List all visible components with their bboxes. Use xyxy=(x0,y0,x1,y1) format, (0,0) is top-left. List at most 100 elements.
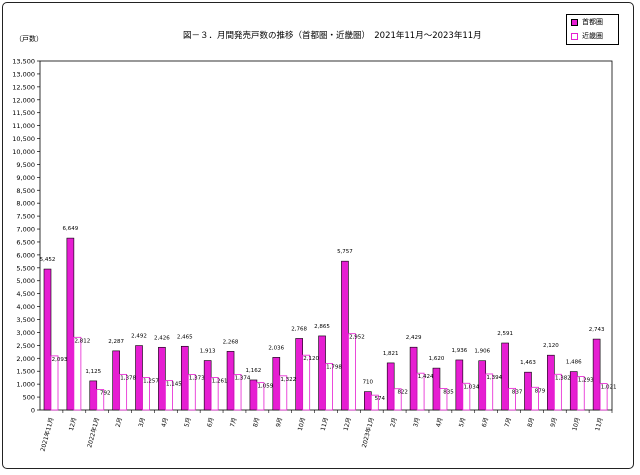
bar-shutoken xyxy=(43,268,52,411)
x-category-label: 2022年1月 xyxy=(85,416,101,448)
legend-item-shutoken: 首都圏 xyxy=(567,15,618,29)
bar-shutoken xyxy=(547,354,555,411)
legend: 首都圏 近畿圏 xyxy=(566,14,619,45)
x-category-label: 5月 xyxy=(183,417,192,428)
data-label-kinki: 1,394 xyxy=(486,375,502,381)
bar-shutoken xyxy=(249,379,258,411)
data-label-shutoken: 1,936 xyxy=(451,348,467,354)
y-tick-label: 1,500 xyxy=(16,368,35,376)
data-label-shutoken: 2,865 xyxy=(314,324,330,330)
bar-shutoken xyxy=(455,359,464,411)
y-tick-label: 2,500 xyxy=(16,342,35,350)
data-label-kinki: 1,021 xyxy=(601,385,617,391)
bar-shutoken xyxy=(158,346,166,411)
data-label-kinki: 1,034 xyxy=(463,384,479,390)
x-category-label: 3月 xyxy=(138,417,147,428)
y-tick-label: 7,000 xyxy=(16,226,35,234)
y-tick-label: 2,000 xyxy=(16,355,35,363)
x-category-label: 8月 xyxy=(527,417,536,428)
y-tick-label: 9,000 xyxy=(16,174,35,182)
bar-shutoken xyxy=(295,338,303,411)
data-label-shutoken: 2,465 xyxy=(177,334,193,340)
data-label-kinki: 1,145 xyxy=(166,381,182,387)
y-tick-label: 12,000 xyxy=(12,96,35,104)
data-label-shutoken: 5,757 xyxy=(337,249,353,255)
bar-kinki xyxy=(325,363,333,411)
bar-shutoken xyxy=(592,338,601,411)
data-label-kinki: 1,382 xyxy=(555,375,571,381)
x-category-label: 6月 xyxy=(481,417,490,428)
data-label-kinki: 1,293 xyxy=(578,378,594,384)
bar-kinki xyxy=(119,373,128,411)
data-label-kinki: 2,952 xyxy=(349,335,365,341)
bar-kinki xyxy=(416,372,425,411)
data-label-shutoken: 6,649 xyxy=(63,226,79,232)
data-label-shutoken: 1,463 xyxy=(520,360,536,366)
bar-shutoken xyxy=(501,342,509,411)
data-label-kinki: 1,059 xyxy=(258,384,274,390)
bar-shutoken xyxy=(386,362,395,411)
y-tick-label: 10,500 xyxy=(12,135,35,143)
bar-shutoken xyxy=(341,260,349,411)
data-label-kinki: 835 xyxy=(443,389,454,395)
y-tick-label: 6,500 xyxy=(16,238,35,246)
chart-title: 図－３．月間発売戸数の推移（首都圏・近畿圏） 2021年11月～2023年11月 xyxy=(183,31,482,41)
bar-kinki xyxy=(302,354,311,411)
x-category-label: 2021年11月 xyxy=(39,416,56,452)
x-category-label: 5月 xyxy=(458,417,467,428)
data-label-shutoken: 5,452 xyxy=(40,257,56,263)
data-label-shutoken: 1,906 xyxy=(474,349,490,355)
x-category-label: 4月 xyxy=(160,417,169,428)
data-label-shutoken: 2,591 xyxy=(497,331,513,337)
bar-shutoken xyxy=(432,367,441,411)
legend-item-kinki: 近畿圏 xyxy=(567,29,618,43)
y-tick-label: 11,000 xyxy=(12,122,35,130)
y-tick-label: 5,000 xyxy=(16,277,35,285)
x-category-label: 12月 xyxy=(68,417,78,432)
y-tick-label: 9,500 xyxy=(16,161,35,169)
bar-kinki xyxy=(256,382,265,411)
data-label-kinki: 822 xyxy=(397,390,408,396)
y-tick-label: 5,500 xyxy=(16,264,35,272)
bar-shutoken xyxy=(569,371,578,411)
data-label-shutoken: 2,268 xyxy=(223,339,239,345)
y-tick-label: 3,000 xyxy=(16,329,35,337)
bar-kinki xyxy=(531,386,539,411)
data-label-kinki: 792 xyxy=(100,391,111,397)
bar-kinki xyxy=(599,383,608,411)
data-label-shutoken: 1,821 xyxy=(383,351,399,357)
legend-swatch-kinki xyxy=(571,32,578,40)
data-label-kinki: 1,798 xyxy=(326,365,342,371)
data-label-shutoken: 2,036 xyxy=(268,345,284,351)
x-category-label: 9月 xyxy=(549,417,558,428)
bar-kinki xyxy=(50,355,59,411)
y-tick-label: 13,000 xyxy=(12,70,35,78)
bar-shutoken xyxy=(226,351,235,411)
data-label-shutoken: 2,492 xyxy=(131,334,147,340)
bar-kinki xyxy=(73,336,82,411)
data-label-shutoken: 1,620 xyxy=(429,356,445,362)
y-tick-label: 12,500 xyxy=(12,83,35,91)
bar-shutoken xyxy=(66,237,75,411)
data-label-kinki: 1,322 xyxy=(280,377,296,383)
bar-shutoken xyxy=(524,371,532,411)
bar-kinki xyxy=(576,376,585,411)
data-label-shutoken: 2,120 xyxy=(543,343,559,349)
bar-shutoken xyxy=(409,346,418,411)
y-tick-label: 0 xyxy=(31,407,35,415)
bar-kinki xyxy=(210,377,219,411)
bar-shutoken xyxy=(180,345,189,411)
y-tick-label: 4,500 xyxy=(16,290,35,298)
bar-kinki xyxy=(233,374,242,411)
bar-kinki xyxy=(279,375,288,411)
bar-shutoken xyxy=(364,391,372,411)
x-category-label: 7月 xyxy=(229,417,238,428)
y-tick-label: 13,500 xyxy=(12,58,35,66)
bar-kinki xyxy=(348,333,356,411)
x-category-label: 10月 xyxy=(571,417,581,432)
data-label-kinki: 2,093 xyxy=(52,357,68,363)
legend-swatch-shutoken xyxy=(571,18,578,26)
bar-shutoken xyxy=(272,357,281,411)
data-label-kinki: 837 xyxy=(512,389,523,395)
